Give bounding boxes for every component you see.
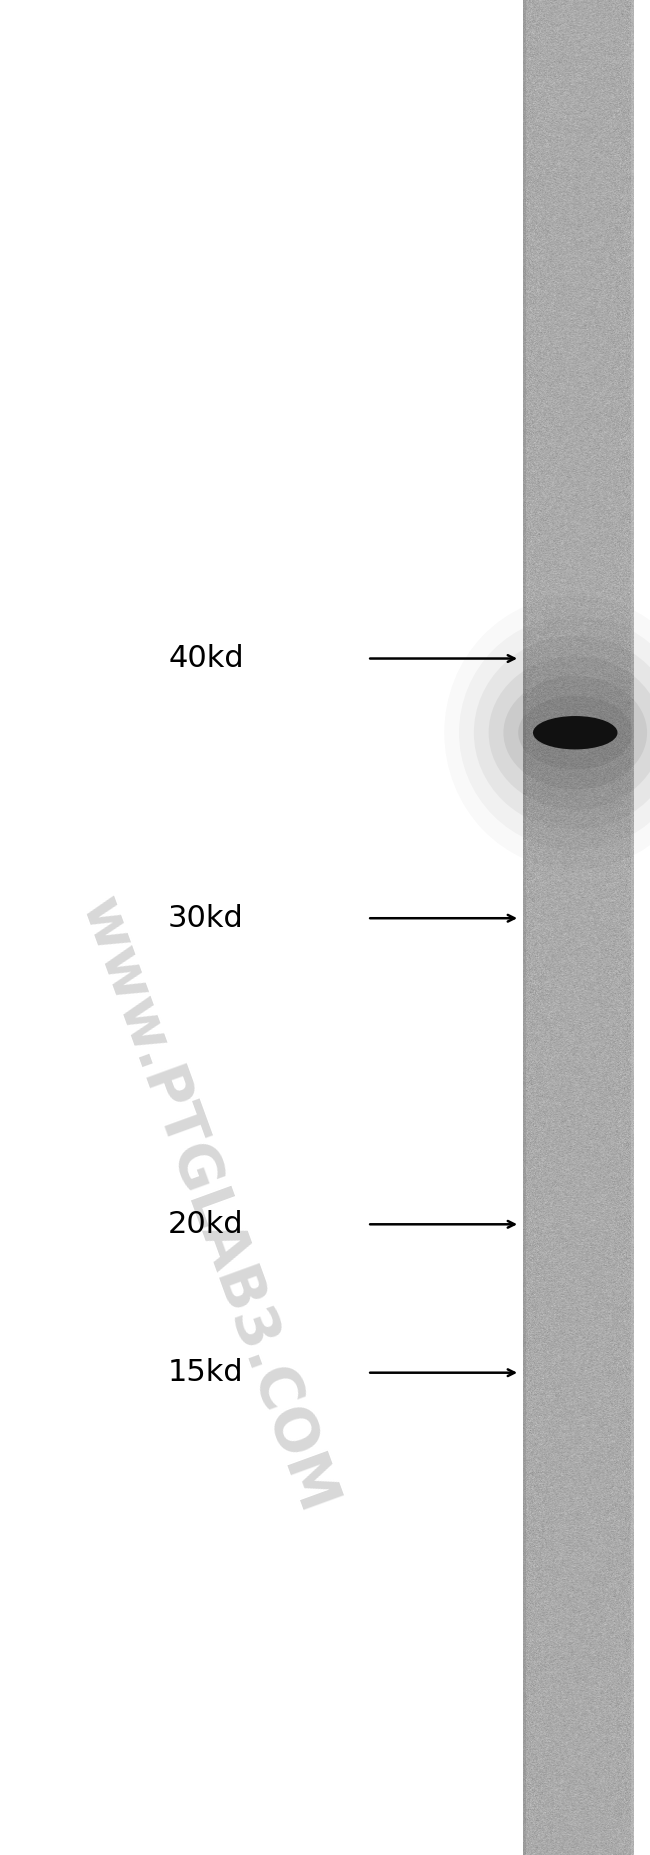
Text: 30kd: 30kd xyxy=(168,903,244,933)
Bar xyxy=(523,0,526,1855)
Ellipse shape xyxy=(489,657,650,809)
Bar xyxy=(523,0,634,1855)
Bar xyxy=(631,0,634,1855)
Text: www.PTGLAB3.COM: www.PTGLAB3.COM xyxy=(70,890,346,1521)
Ellipse shape xyxy=(503,675,647,790)
Text: 15kd: 15kd xyxy=(168,1358,244,1388)
Ellipse shape xyxy=(518,696,632,770)
Text: 20kd: 20kd xyxy=(168,1209,244,1239)
Ellipse shape xyxy=(474,636,650,829)
Ellipse shape xyxy=(533,716,618,749)
Text: 40kd: 40kd xyxy=(168,644,244,673)
